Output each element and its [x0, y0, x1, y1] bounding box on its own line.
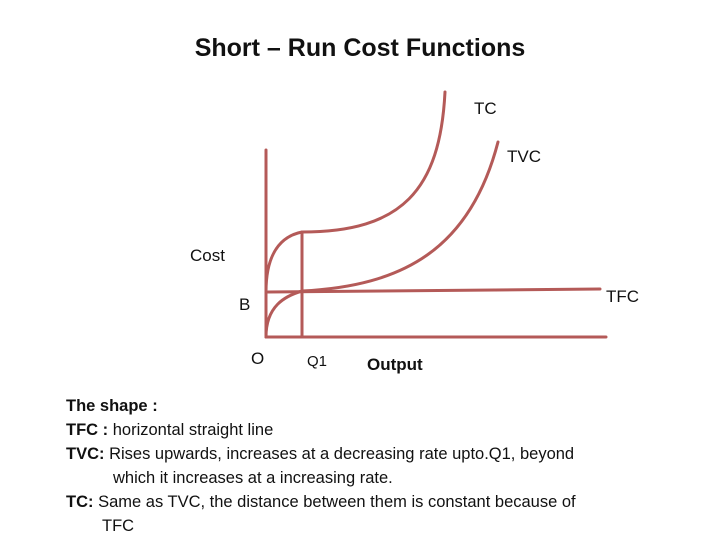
- output-axis-label: Output: [367, 355, 423, 374]
- q1-label: Q1: [307, 353, 328, 370]
- tvc-label: TVC: [507, 147, 541, 166]
- page-title: Short – Run Cost Functions: [194, 34, 526, 62]
- tfc-text: horizontal straight line: [108, 421, 274, 439]
- cost-axis-label: Cost: [190, 246, 225, 265]
- description-heading: The shape :: [66, 397, 158, 415]
- tvc-text: Rises upwards, increases at a decreasing…: [104, 445, 575, 463]
- tfc-line: [266, 287, 602, 294]
- b-label: B: [239, 295, 251, 314]
- tvc-description-cont: which it increases at a increasing rate.: [113, 469, 393, 487]
- tc-description: TC: Same as TVC, the distance between th…: [66, 490, 576, 514]
- tc-curve: [264, 90, 447, 294]
- origin-label: O: [251, 349, 265, 368]
- tfc-key: TFC :: [66, 421, 109, 439]
- tvc-curve: [264, 140, 500, 339]
- tc-description-cont: TFC: [102, 517, 135, 535]
- tc-key: TC:: [66, 493, 94, 511]
- tfc-description: TFC : horizontal straight line: [66, 418, 576, 442]
- tvc-key: TVC:: [66, 445, 105, 463]
- tc-label: TC: [474, 99, 497, 118]
- tc-text: Same as TVC, the distance between them i…: [93, 493, 576, 511]
- tvc-description: TVC: Rises upwards, increases at a decre…: [66, 442, 576, 466]
- tfc-label: TFC: [606, 287, 640, 306]
- description: The shape : TFC : horizontal straight li…: [66, 394, 576, 538]
